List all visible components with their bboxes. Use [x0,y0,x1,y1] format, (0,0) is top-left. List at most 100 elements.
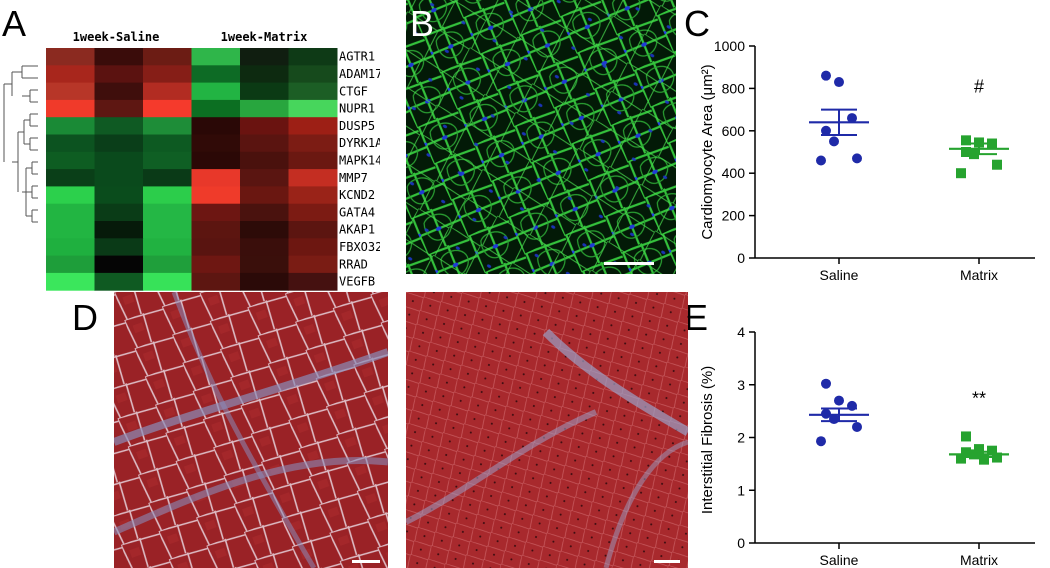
heatmap-cell [46,117,95,135]
data-point [821,70,831,81]
heatmap-cell [94,203,144,222]
heatmap: 1week-Saline 1week-Matrix AGTR1 ADAM17 CTG… [3,30,380,291]
heatmap-cell [288,238,338,257]
data-point [829,136,839,147]
heatmap-cell [240,48,289,66]
heatmap-cell [46,65,95,84]
fluorescence-image [406,0,676,274]
panel-label-b: B [410,3,435,44]
heatmap-cell [143,99,192,118]
y-tick-label: 400 [722,165,746,181]
heatmap-cell [143,134,192,153]
heatmap-cell [94,117,144,135]
gene-label: DUSP5 [339,119,375,133]
scale-bar [604,262,654,265]
panel-label-e: E [684,297,709,338]
chart-e-ylabel: Interstitial Fibrosis (%) [699,366,716,514]
heatmap-cell [191,151,241,170]
heatmap-cell [191,186,241,205]
y-tick-label: 600 [722,123,746,139]
heatmap-cell [191,48,241,66]
heatmap-group-label-saline: 1week-Saline [73,30,160,44]
gene-label: MMP7 [339,171,368,185]
panel-label-d: D [72,297,98,338]
data-point [961,147,971,157]
trichrome-pattern-saline [114,292,388,568]
y-tick-label: 800 [722,80,746,96]
heatmap-cell [46,134,95,153]
data-point [821,125,831,136]
heatmap-group-label-matrix: 1week-Matrix [221,30,308,44]
heatmap-cell [46,203,95,222]
heatmap-cell [94,169,144,187]
heatmap-cell [240,221,289,239]
heatmap-cell [143,82,192,101]
heatmap-cell [288,151,338,170]
heatmap-cell [143,203,192,222]
heatmap-cell [143,65,192,84]
panel-label-c: C [684,3,710,44]
heatmap-cell [288,65,338,84]
heatmap-cell [46,238,95,257]
data-point [961,135,971,146]
heatmap-cell [46,169,95,187]
heatmap-cell [46,272,95,291]
heatmap-cell [288,134,338,153]
heatmap-cell [94,151,144,170]
significance-marker: ** [972,388,986,408]
x-tick-label: Matrix [960,267,998,283]
heatmap-cell [288,221,338,239]
chart-c-ylabel: Cardiomyocyte Area (μm²) [699,64,716,239]
data-point [956,453,966,464]
data-point [961,431,971,442]
heatmap-cell [143,221,192,239]
heatmap-cell [240,134,289,153]
data-point [816,155,826,166]
heatmap-cell [143,186,192,205]
heatmap-cell [191,255,241,274]
heatmap-cell [288,186,338,205]
gene-label: RRAD [339,257,368,271]
y-tick-label: 4 [737,324,745,340]
heatmap-cell [94,48,144,66]
gene-label: MAPK14 [339,153,380,167]
heatmap-cell [94,99,144,118]
heatmap-cell [240,99,289,118]
heatmap-cell [240,82,289,101]
heatmap-cell [288,99,338,118]
heatmap-cell [240,117,289,135]
y-tick-label: 1 [737,482,745,498]
fluorescence-pattern [406,0,676,274]
gene-label: AGTR1 [339,50,375,64]
gene-label: KCND2 [339,188,375,202]
heatmap-cell [240,151,289,170]
dendrogram [3,65,38,223]
gene-label: DYRK1A [339,136,380,150]
heatmap-cell [94,82,144,101]
heatmap-cell [46,151,95,170]
data-point [834,395,844,406]
scale-bar [352,560,380,563]
gene-label: CTGF [339,84,368,98]
heatmap-cell [191,221,241,239]
panel-label-a: A [2,3,27,44]
heatmap-cell [143,151,192,170]
heatmap-cell [191,65,241,84]
heatmap-cell [94,186,144,205]
heatmap-cell [240,186,289,205]
heatmap-cell [46,99,95,118]
y-tick-label: 200 [722,208,746,224]
heatmap-cell [240,65,289,84]
significance-marker: # [974,76,984,96]
gene-label: NUPR1 [339,102,375,116]
heatmap-cell [46,255,95,274]
heatmap-cell [46,82,95,101]
heatmap-cell [46,48,95,66]
gene-label: ADAM17 [339,67,380,81]
data-point [821,378,831,389]
y-tick-label: 0 [737,535,745,551]
heatmap-cell [46,221,95,239]
heatmap-cell [240,272,289,291]
y-tick-label: 0 [737,250,745,266]
x-tick-label: Saline [820,552,859,568]
